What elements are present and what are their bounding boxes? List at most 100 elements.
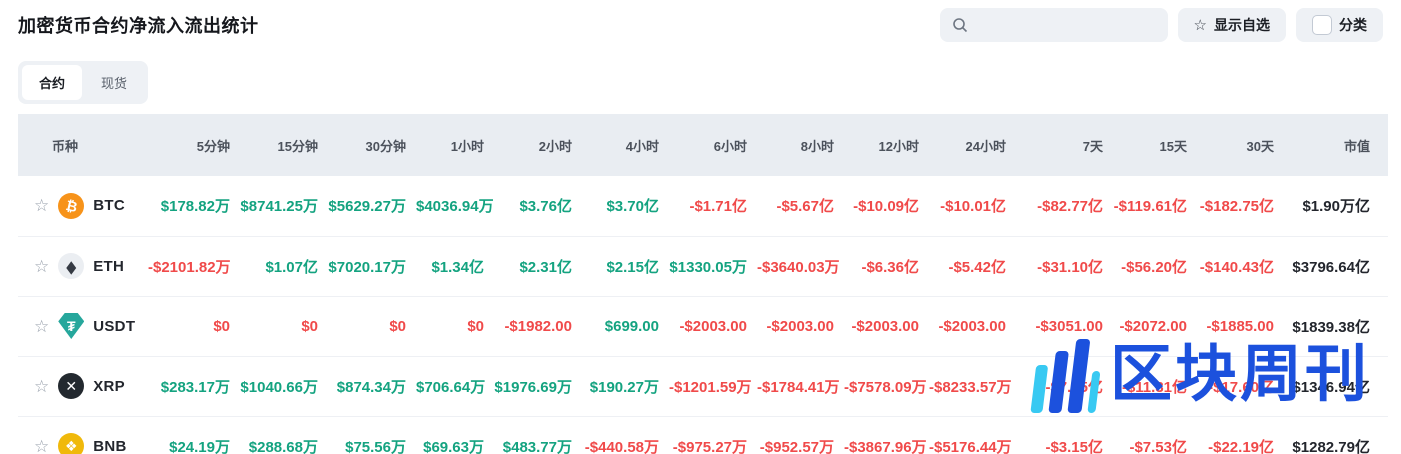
flow-value-6h: -$1.71亿 [689, 198, 747, 216]
category-toggle-button[interactable]: 分类 [1296, 8, 1383, 42]
search-input[interactable] [975, 17, 1156, 33]
flow-value-30d: -$182.75亿 [1199, 198, 1274, 216]
flow-value-30m: $75.56万 [345, 438, 406, 454]
flow-value-8h: -$952.57万 [759, 438, 834, 454]
favorite-star-icon[interactable]: ☆ [34, 196, 50, 216]
page-title: 加密货币合约净流入流出统计 [18, 16, 259, 36]
flow-value-30m: $0 [389, 317, 406, 335]
flow-value-12h: -$6.36亿 [861, 258, 919, 276]
net-flow-table: 币种 5分钟 15分钟 30分钟 1小时 2小时 4小时 6小时 8小时 12小时 24小时 7天 15… [18, 114, 1388, 454]
coin-cell: ☆ ₮ USDT [18, 313, 148, 339]
flow-value-7d: -$3.15亿 [1045, 438, 1103, 454]
show-favorites-label: 显示自选 [1214, 17, 1270, 33]
flow-value-4h: $3.70亿 [606, 198, 659, 216]
flow-value-6h: -$1201.59万 [669, 378, 752, 396]
flow-value-8h: -$2003.00 [766, 317, 834, 335]
flow-value-5m: $24.19万 [169, 438, 230, 454]
coin-cell: ☆ ❖ BNB [18, 433, 148, 454]
market-cap-value: $1.90万亿 [1302, 198, 1370, 216]
column-header-15m: 15分钟 [240, 114, 328, 176]
flow-value-15d: -$11.31亿 [1121, 378, 1187, 396]
table-header-row: 币种 5分钟 15分钟 30分钟 1小时 2小时 4小时 6小时 8小时 12小时 24小时 7天 15… [18, 114, 1388, 176]
column-header-30m: 30分钟 [328, 114, 416, 176]
market-cap-value: $1839.38亿 [1292, 318, 1370, 336]
column-header-15d: 15天 [1113, 114, 1197, 176]
flow-value-30m: $874.34万 [336, 378, 406, 396]
toolbar: ☆ 显示自选 分类 [939, 8, 1383, 42]
market-cap-value: $1346.94亿 [1292, 378, 1370, 396]
flow-value-30d: -$17.60亿 [1208, 378, 1274, 396]
column-header-4h: 4小时 [582, 114, 669, 176]
flow-value-2h: $3.76亿 [519, 198, 572, 216]
coin-cell: ☆ ◆ ETH [18, 253, 148, 279]
flow-value-7d: -$31.10亿 [1037, 258, 1103, 276]
column-header-7d: 7天 [1016, 114, 1113, 176]
flow-value-1h: $4036.94万 [416, 198, 494, 216]
coin-cell: ☆ ✕ XRP [18, 373, 148, 399]
flow-value-6h: -$975.27万 [672, 438, 747, 454]
flow-value-24h: -$5.42亿 [948, 258, 1006, 276]
flow-value-30d: -$140.43亿 [1199, 258, 1274, 276]
coin-symbol: BNB [93, 437, 127, 454]
category-checkbox[interactable] [1312, 15, 1332, 35]
table-row-btc[interactable]: ☆ ₿ BTC $178.82万 $8741.25万 $5629.27万 $4036.94万… [18, 176, 1388, 236]
flow-value-12h: -$10.09亿 [853, 198, 919, 216]
table-row-usdt[interactable]: ☆ ₮ USDT $0 $0 $0 $0 -$1982.00 $699.00 -$2003.00-… [18, 296, 1388, 356]
flow-value-5m: -$2101.82万 [148, 258, 231, 276]
flow-value-1h: $69.63万 [423, 438, 484, 454]
table-row-eth[interactable]: ☆ ◆ ETH -$2101.82万 $1.07亿 $7020.17万 $1.34亿 $2.3… [18, 236, 1388, 296]
market-cap-value: $1282.79亿 [1292, 438, 1370, 454]
flow-value-6h: $1330.05万 [669, 258, 747, 276]
favorite-star-icon[interactable]: ☆ [34, 376, 50, 396]
favorite-star-icon[interactable]: ☆ [34, 256, 50, 276]
coin-symbol: ETH [93, 257, 125, 275]
flow-value-8h: -$1784.41万 [757, 378, 840, 396]
table-row-xrp[interactable]: ☆ ✕ XRP $283.17万 $1040.66万 $874.34万 $706.64万 $1… [18, 356, 1388, 416]
flow-value-7d: -$7.35亿 [1045, 378, 1103, 396]
flow-value-12h: -$2003.00 [851, 317, 919, 335]
favorite-star-icon[interactable]: ☆ [34, 436, 50, 454]
column-header-6h: 6小时 [669, 114, 757, 176]
flow-value-30m: $5629.27万 [328, 198, 406, 216]
flow-value-7d: -$3051.00 [1035, 317, 1103, 335]
flow-value-2h: $2.31亿 [519, 258, 572, 276]
flow-value-4h: -$440.58万 [584, 438, 659, 454]
bnb-coin-icon: ❖ [58, 433, 85, 454]
flow-value-15d: -$56.20亿 [1121, 258, 1187, 276]
flow-value-1h: $706.64万 [416, 378, 486, 396]
flow-value-2h: $1976.69万 [494, 378, 572, 396]
flow-value-6h: -$2003.00 [679, 317, 747, 335]
coin-cell: ☆ ₿ BTC [18, 192, 148, 219]
tab-spot[interactable]: 现货 [84, 65, 144, 100]
flow-value-2h: -$1982.00 [504, 317, 572, 335]
flow-value-15d: -$2072.00 [1119, 317, 1187, 335]
flow-value-4h: $699.00 [604, 317, 659, 335]
flow-value-2h: $483.77万 [502, 438, 572, 454]
flow-value-15m: $8741.25万 [240, 198, 318, 216]
flow-value-12h: -$7578.09万 [844, 378, 927, 396]
coin-symbol: BTC [93, 197, 125, 215]
star-icon: ☆ [1193, 16, 1207, 34]
flow-value-5m: $283.17万 [160, 378, 230, 396]
search-box[interactable] [939, 8, 1168, 42]
tab-bar: 合约 现货 [18, 61, 149, 104]
xrp-coin-icon: ✕ [58, 373, 85, 399]
flow-value-24h: -$2003.00 [938, 317, 1006, 335]
show-favorites-button[interactable]: ☆ 显示自选 [1177, 8, 1286, 42]
top-bar: 加密货币合约净流入流出统计 ☆ 显示自选 分类 [0, 6, 1401, 44]
column-header-coin: 币种 [18, 114, 148, 176]
flow-value-5m: $0 [213, 317, 230, 335]
column-header-1h: 1小时 [416, 114, 494, 176]
flow-value-8h: -$5.67亿 [776, 198, 834, 216]
column-header-30d: 30天 [1197, 114, 1284, 176]
eth-coin-icon: ◆ [58, 253, 85, 279]
flow-value-15m: $1.07亿 [265, 258, 318, 276]
flow-value-30m: $7020.17万 [328, 258, 406, 276]
tab-contract[interactable]: 合约 [22, 65, 83, 100]
flow-value-4h: $190.27万 [589, 378, 659, 396]
favorite-star-icon[interactable]: ☆ [34, 316, 50, 336]
table-body: ☆ ₿ BTC $178.82万 $8741.25万 $5629.27万 $4036.94万… [18, 176, 1388, 454]
flow-value-30d: -$22.19亿 [1208, 438, 1274, 454]
column-header-market-cap: 市值 [1284, 114, 1388, 176]
table-row-bnb[interactable]: ☆ ❖ BNB $24.19万 $288.68万 $75.56万 $69.63万 $483.7… [18, 416, 1388, 454]
